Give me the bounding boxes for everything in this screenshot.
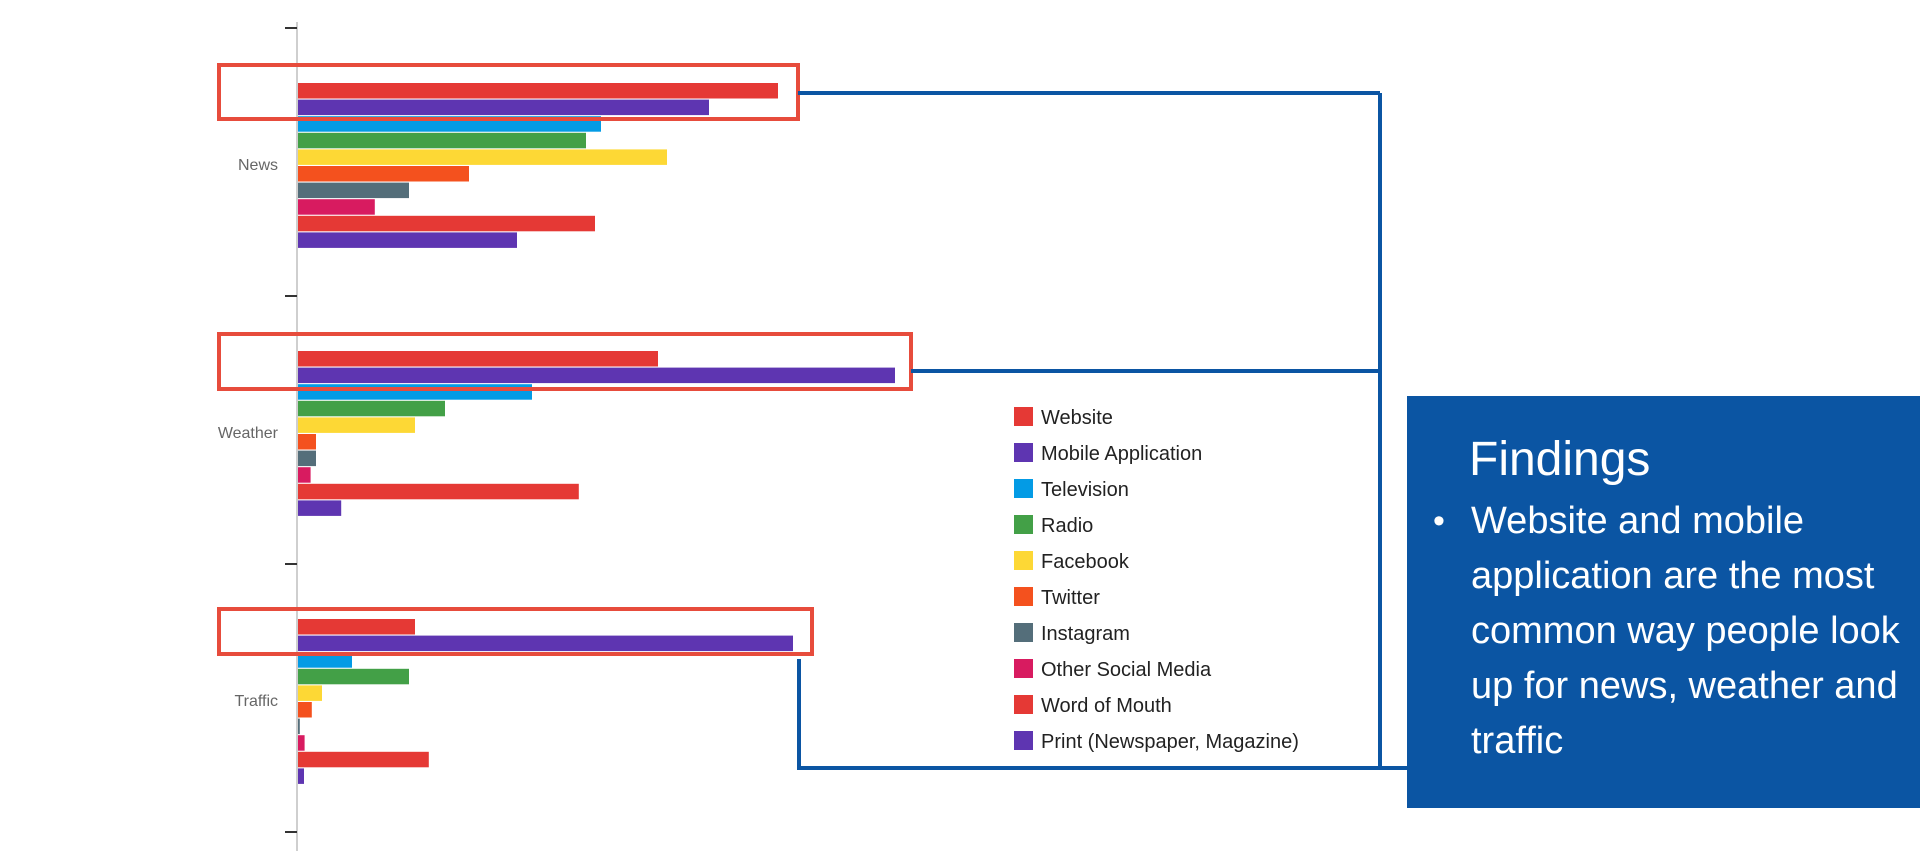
legend-swatch [1014, 731, 1033, 750]
bar-mobile-application-news [298, 99, 709, 116]
bar-word-of-mouth-weather [298, 483, 579, 500]
bar-print-newspaper-magazine-news [298, 232, 517, 248]
bar-instagram-weather [298, 450, 316, 467]
bar-website-news [298, 83, 778, 99]
bar-word-of-mouth-news [298, 215, 595, 232]
bar-other-social-media-news [298, 199, 375, 215]
legend-swatch [1014, 515, 1033, 534]
category-label-weather: Weather [218, 425, 279, 442]
legend-swatch [1014, 695, 1033, 714]
bar-radio-traffic [298, 668, 409, 685]
legend-label: Radio [1041, 515, 1093, 537]
bar-mobile-application-weather [298, 367, 895, 384]
legend-swatch [1014, 407, 1033, 426]
bar-twitter-weather [298, 434, 316, 450]
bar-facebook-traffic [298, 685, 322, 701]
legend-label: Instagram [1041, 623, 1130, 645]
bar-twitter-news [298, 166, 469, 182]
bar-other-social-media-traffic [298, 735, 305, 751]
legend-label: Print (Newspaper, Magazine) [1041, 731, 1299, 753]
bar-other-social-media-weather [298, 467, 311, 483]
findings-bullet: • [1433, 502, 1445, 540]
legend-label: Facebook [1041, 551, 1130, 573]
bar-print-newspaper-magazine-traffic [298, 768, 304, 784]
legend-label: Television [1041, 479, 1129, 501]
bar-print-newspaper-magazine-weather [298, 500, 342, 516]
legend-label: Website [1041, 407, 1113, 429]
bar-mobile-application-traffic [298, 635, 793, 652]
bar-radio-news [298, 132, 586, 149]
connector-lines [797, 91, 1407, 770]
highlight-box-traffic [217, 607, 814, 656]
bars-group [298, 83, 895, 784]
bar-word-of-mouth-traffic [298, 751, 429, 768]
legend-swatch [1014, 551, 1033, 570]
bar-instagram-news [298, 182, 409, 199]
bar-radio-weather [298, 400, 445, 417]
findings-panel: Findings • Website and mobile applicatio… [1407, 396, 1920, 808]
bar-facebook-weather [298, 417, 415, 433]
legend-swatch [1014, 623, 1033, 642]
legend-swatch [1014, 479, 1033, 498]
connector-traffic [797, 659, 1407, 770]
legend: Website Mobile Application Television Ra… [1014, 407, 1299, 753]
bar-instagram-traffic [298, 718, 300, 735]
findings-title: Findings [1469, 433, 1651, 486]
legend-swatch [1014, 659, 1033, 678]
legend-label: Twitter [1041, 587, 1100, 609]
highlight-box-weather [217, 332, 913, 391]
bar-twitter-traffic [298, 702, 312, 718]
legend-swatch [1014, 587, 1033, 606]
findings-text: Website and mobile application are the m… [1471, 500, 1900, 762]
legend-label: Other Social Media [1041, 659, 1212, 681]
category-label-traffic: Traffic [234, 693, 278, 710]
bar-website-traffic [298, 619, 415, 635]
bar-facebook-news [298, 149, 667, 165]
legend-label: Mobile Application [1041, 443, 1202, 465]
category-label-news: News [238, 157, 278, 174]
bar-television-traffic [298, 652, 352, 668]
bar-website-weather [298, 351, 658, 367]
legend-label: Word of Mouth [1041, 695, 1172, 717]
bar-television-weather [298, 384, 532, 400]
legend-swatch [1014, 443, 1033, 462]
